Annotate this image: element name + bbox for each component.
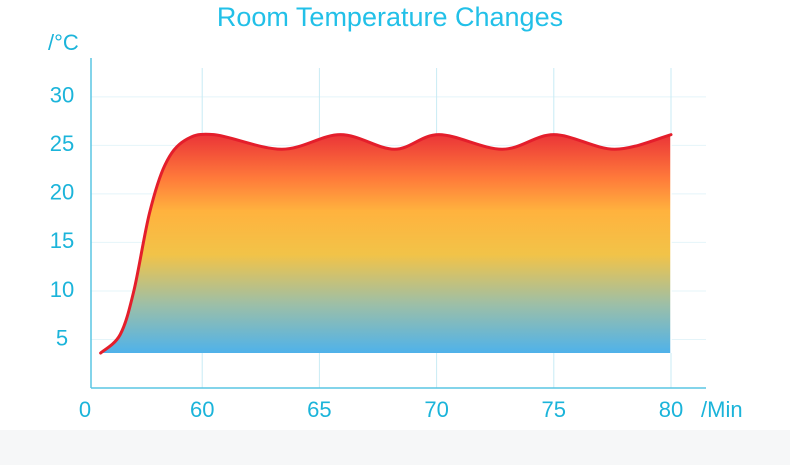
x-axis-label: /Min: [701, 397, 743, 422]
footer-band: [0, 430, 790, 465]
y-tick-label: 25: [50, 131, 74, 156]
y-axis-label: /°C: [48, 30, 79, 55]
y-tick-label: 15: [50, 228, 74, 253]
x-tick-label: 65: [307, 397, 331, 422]
chart-title: Room Temperature Changes: [217, 2, 563, 32]
area-fill: [100, 134, 672, 354]
temperature-line: [99, 132, 673, 355]
y-tick-label: 20: [50, 180, 74, 205]
x-tick-label: 70: [424, 397, 448, 422]
x-tick-label: 0: [79, 397, 91, 422]
y-tick-label: 5: [56, 325, 68, 350]
y-tick-label: 10: [50, 277, 74, 302]
x-tick-label: 80: [659, 397, 683, 422]
x-tick-label: 75: [542, 397, 566, 422]
y-tick-label: 30: [50, 83, 74, 108]
x-tick-label: 60: [190, 397, 214, 422]
